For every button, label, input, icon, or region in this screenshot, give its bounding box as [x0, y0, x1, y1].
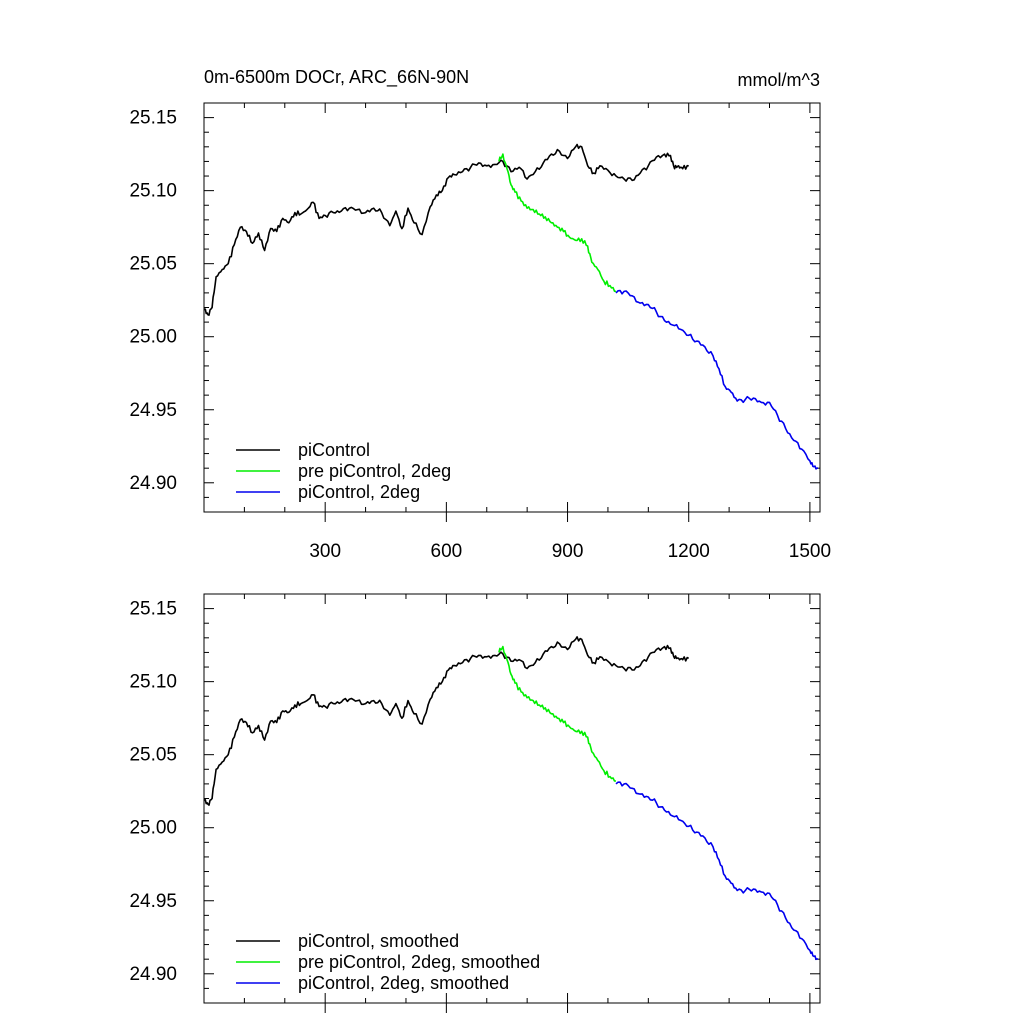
- x-tick-label: 600: [431, 541, 463, 562]
- chart-title: 0m-6500m DOCr, ARC_66N-90N: [204, 67, 469, 88]
- legend-label: piControl, smoothed: [298, 931, 459, 951]
- series-line-1: [204, 636, 690, 806]
- y-tick-label: 25.05: [129, 745, 177, 766]
- legend-label: pre piControl, 2deg, smoothed: [298, 952, 540, 972]
- x-tick-label: 900: [552, 541, 584, 562]
- y-tick-label: 25.05: [129, 254, 177, 275]
- y-tick-label: 25.15: [129, 599, 177, 620]
- x-tick-label: 1500: [789, 541, 831, 562]
- panel-bottom: 25.15 25.10 25.05 25.00 24.95 24.90 piControl…: [129, 593, 821, 1013]
- y-tick-label: 25.15: [129, 108, 177, 129]
- series-group: [204, 636, 819, 961]
- legend-label: piControl, 2deg, smoothed: [298, 973, 509, 993]
- x-tick-label: 300: [309, 541, 341, 562]
- series-line-2: [498, 153, 617, 293]
- legend-label: pre piControl, 2deg: [298, 461, 451, 481]
- y-tick-label: 25.10: [129, 672, 177, 693]
- y-tick-label: 25.00: [129, 818, 177, 839]
- legend-label: piControl, 2deg: [298, 482, 420, 502]
- y-tick-label: 25.10: [129, 181, 177, 202]
- y-tick-label: 25.00: [129, 327, 177, 348]
- series-group: [204, 143, 819, 470]
- y-tick-label: 24.90: [129, 964, 177, 985]
- y-tick-label: 24.95: [129, 891, 177, 912]
- series-line-3: [615, 289, 819, 470]
- series-line-1: [204, 143, 689, 316]
- series-line-2: [498, 645, 616, 782]
- y-axis: 25.15 25.10 25.05 25.00 24.95 24.90: [129, 102, 820, 513]
- x-axis: [243, 594, 811, 1013]
- series-line-3: [615, 781, 819, 961]
- y-tick-label: 24.90: [129, 473, 177, 494]
- panel-top: 0m-6500m DOCr, ARC_66N-90N mmol/m^3 25.1…: [129, 67, 831, 562]
- x-axis: 300 600 900 1200 1500: [243, 103, 831, 562]
- units-label: mmol/m^3: [738, 70, 820, 90]
- y-axis: 25.15 25.10 25.05 25.00 24.95 24.90: [129, 593, 820, 1004]
- legend-label: piControl: [298, 440, 370, 460]
- x-tick-label: 1200: [668, 541, 710, 562]
- y-tick-label: 24.95: [129, 400, 177, 421]
